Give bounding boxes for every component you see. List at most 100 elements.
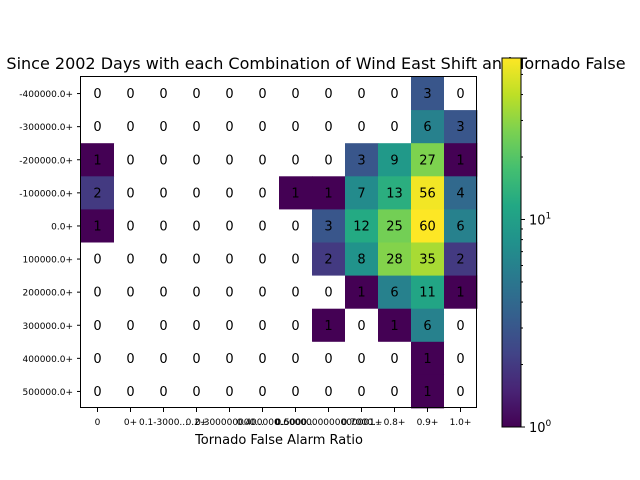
heatmap-cell <box>411 209 445 243</box>
cell-value-label: 0 <box>126 153 134 168</box>
heatmap-cell <box>246 176 280 210</box>
heatmap-cell <box>213 143 247 177</box>
heatmap-cell <box>213 110 247 144</box>
cell-value-label: 0 <box>390 120 398 135</box>
cell-value-label: 0 <box>225 153 233 168</box>
heatmap-cell <box>114 242 148 276</box>
x-tick-label: 0 <box>95 418 101 428</box>
colorbar-tick-label: 101 <box>529 211 551 228</box>
cell-value-label: 0 <box>258 319 266 334</box>
heatmap-cell <box>312 275 346 310</box>
cell-value-label: 0 <box>225 253 233 268</box>
colorbar-ticks: 100 101 <box>521 57 552 436</box>
y-tick-label: -200000.0+ <box>19 156 73 166</box>
heatmap-cell <box>345 110 379 144</box>
heatmap-cell <box>279 110 313 144</box>
x-tick-label: 0.8+ <box>384 418 406 428</box>
heatmap-cell <box>180 341 214 376</box>
heatmap-cell <box>444 209 478 243</box>
cell-value-label: 3 <box>357 153 365 168</box>
cell-value-label: 0 <box>291 120 299 135</box>
heatmap-cell <box>180 176 214 210</box>
x-tick-label: 0.6000000000000001+ <box>275 418 383 428</box>
cell-value-label: 0 <box>159 219 167 234</box>
cell-value-label: 0 <box>192 120 200 135</box>
heatmap-cell <box>378 275 412 310</box>
cell-value-label: 0 <box>291 253 299 268</box>
cell-value-label: 60 <box>419 219 436 234</box>
y-tick-label: 0.0+ <box>51 222 73 232</box>
heatmap-cell-labels: 0 0 0 0 0 0 0 0 0 0 3 00 0 0 0 0 0 0 0 0 0 6 31 0 0 0 0 0 0 0 3 9 27 12 0 0… <box>93 87 464 400</box>
cell-value-label: 0 <box>126 286 134 301</box>
heatmap-cell <box>147 341 181 376</box>
heatmap-cell <box>81 110 115 144</box>
cell-value-label: 25 <box>386 219 403 234</box>
x-axis-label: Tornado False Alarm Ratio <box>194 433 363 448</box>
heatmap-cell <box>180 77 214 111</box>
heatmap-cell <box>213 308 247 343</box>
heatmap-cell <box>147 308 181 343</box>
cell-value-label: 35 <box>419 253 436 268</box>
cell-value-label: 0 <box>456 352 464 367</box>
heatmap-cell <box>444 341 478 376</box>
cell-value-label: 0 <box>258 120 266 135</box>
cell-value-label: 0 <box>258 385 266 400</box>
heatmap-cell <box>114 275 148 310</box>
heatmap-cell <box>81 374 115 409</box>
y-tick-label: 500000.0+ <box>23 388 73 398</box>
cell-value-label: 9 <box>390 153 398 168</box>
cell-value-label: 0 <box>126 253 134 268</box>
y-tick-label: 100000.0+ <box>23 256 73 266</box>
x-tick-label: 1.0+ <box>450 418 472 428</box>
heatmap-cell <box>312 341 346 376</box>
heatmap-cell <box>147 176 181 210</box>
heatmap-cell <box>345 341 379 376</box>
cell-value-label: 0 <box>291 319 299 334</box>
x-axis-ticks: 0 0+ 0.1-3000...0.2+0.300000000...0.400000… <box>95 408 472 428</box>
cell-value-label: 0 <box>225 286 233 301</box>
heatmap-cell <box>114 374 148 409</box>
cell-value-label: 6 <box>423 120 431 135</box>
cell-value-label: 0 <box>126 120 134 135</box>
heatmap-cell <box>411 374 445 409</box>
cell-value-label: 0 <box>126 385 134 400</box>
cell-value-label: 0 <box>126 219 134 234</box>
cell-value-label: 1 <box>423 352 431 367</box>
cell-value-label: 0 <box>324 87 332 102</box>
heatmap-cell <box>345 275 379 310</box>
heatmap-cell <box>81 209 115 243</box>
cell-value-label: 8 <box>357 253 365 268</box>
cell-value-label: 0 <box>225 385 233 400</box>
cell-value-label: 0 <box>126 352 134 367</box>
heatmap-cell <box>279 143 313 177</box>
cell-value-label: 0 <box>291 219 299 234</box>
cell-value-label: 13 <box>386 186 403 201</box>
heatmap-cell <box>345 308 379 343</box>
cell-value-label: 0 <box>324 352 332 367</box>
cell-value-label: 0 <box>357 385 365 400</box>
cell-value-label: 0 <box>324 385 332 400</box>
cell-value-label: 11 <box>419 286 436 301</box>
heatmap-cell <box>246 209 280 243</box>
heatmap-cell <box>147 242 181 276</box>
heatmap-cell <box>246 143 280 177</box>
y-tick-label: -300000.0+ <box>19 123 73 133</box>
heatmap-cell <box>279 275 313 310</box>
heatmap-cell <box>411 275 445 310</box>
cell-value-label: 1 <box>456 153 464 168</box>
cell-value-label: 0 <box>159 385 167 400</box>
heatmap-cell <box>279 77 313 111</box>
cell-value-label: 1 <box>324 186 332 201</box>
cell-value-label: 0 <box>456 319 464 334</box>
heatmap-cell <box>378 110 412 144</box>
cell-value-label: 0 <box>93 87 101 102</box>
heatmap-cell <box>345 176 379 210</box>
cell-value-label: 0 <box>192 186 200 201</box>
cell-value-label: 7 <box>357 186 365 201</box>
heatmap-cell <box>246 341 280 376</box>
heatmap-cell <box>378 143 412 177</box>
heatmap-cell <box>180 374 214 409</box>
heatmap-cell <box>444 110 478 144</box>
heatmap-cell <box>147 143 181 177</box>
